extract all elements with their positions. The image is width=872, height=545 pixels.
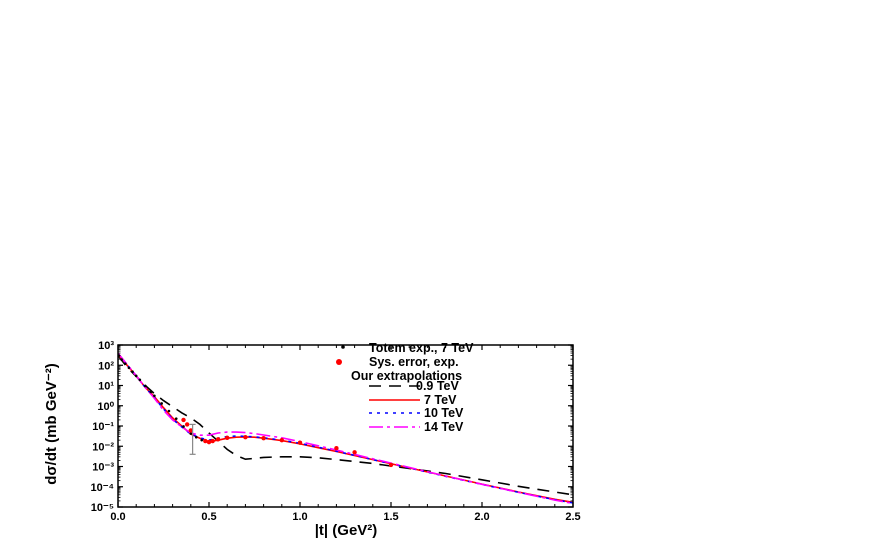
totem-data-point: [160, 402, 163, 405]
sys-error-point: [206, 439, 212, 445]
sys-error-point: [225, 435, 230, 441]
y-tick-label: 10²: [98, 360, 114, 372]
sys-error-point: [215, 437, 221, 442]
series-line-10-tev: [118, 353, 573, 504]
y-tick-label: 10⁻⁴: [91, 482, 114, 494]
totem-data-point: [194, 435, 198, 439]
totem-data-point: [167, 409, 171, 413]
totem-data-point: [174, 417, 178, 420]
x-tick-label: 0.0: [110, 511, 125, 523]
legend-label-14-tev: 14 TeV: [424, 420, 464, 434]
totem-data-point: [120, 358, 123, 361]
totem-data-point: [200, 438, 204, 442]
sys-error-point: [184, 422, 190, 427]
legend-label-totem: Totem exp., 7 TeV: [369, 341, 474, 355]
y-axis-title: dσ/dt (mb GeV⁻²): [43, 363, 60, 485]
axes: 0.0 0.5 1.0 1.5 2.0 2.5 10³ 10² 10¹ 10⁰ 10⁻¹ 10⁻² 10…: [91, 340, 581, 523]
sys-error-point: [203, 438, 208, 444]
legend-label-10-tev: 10 TeV: [424, 406, 464, 420]
y-tick-label: 10⁻¹: [92, 421, 114, 433]
legend-marker-totem: [341, 345, 345, 349]
totem-data-point: [134, 374, 138, 378]
totem-data-point: [138, 378, 142, 382]
legend-label-0.9-tev: 0.9 TeV: [416, 379, 460, 393]
sys-error-point: [352, 450, 357, 455]
sys-error-point: [279, 437, 284, 443]
totem-data-point: [149, 390, 153, 394]
totem-data-point: [182, 425, 185, 428]
y-tick-label: 10⁻²: [92, 441, 114, 453]
sys-error-point: [210, 438, 215, 444]
y-tick-label: 10⁻³: [92, 462, 114, 474]
y-tick-label: 10⁰: [97, 401, 114, 413]
x-tick-label: 2.0: [474, 511, 489, 523]
totem-data-point: [123, 362, 127, 365]
totem-data-point: [189, 432, 193, 435]
x-axis-title: |t| (GeV²): [315, 522, 378, 539]
sys-error-point: [388, 462, 394, 468]
y-tick-label: 10⁻⁵: [91, 502, 114, 514]
y-tick-label: 10¹: [98, 381, 114, 393]
sys-error-point: [243, 434, 248, 440]
legend-label-sys-error: Sys. error, exp.: [369, 355, 459, 369]
sys-error-point: [334, 446, 339, 451]
series-line-14-tev: [118, 352, 573, 505]
totem-data-point: [127, 366, 131, 370]
plot-area: [118, 352, 573, 505]
sys-error-point: [181, 417, 186, 423]
totem-data-point: [153, 394, 156, 398]
x-tick-label: 0.5: [201, 511, 216, 523]
series-line-7-tev: [118, 353, 573, 504]
x-tick-label: 1.5: [383, 511, 398, 523]
sys-error-point: [297, 440, 303, 445]
x-tick-label: 2.5: [565, 511, 580, 523]
x-tick-label: 1.0: [292, 511, 307, 523]
totem-data-point: [144, 384, 147, 388]
y-tick-label: 10³: [98, 340, 114, 352]
legend-label-7-tev: 7 TeV: [424, 393, 457, 407]
legend-heading: Our extrapolations: [351, 369, 462, 383]
totem-data-point: [131, 370, 134, 374]
sys-error-point: [188, 428, 193, 433]
legend-marker-sys-error: [336, 359, 342, 365]
sys-error-point: [261, 435, 266, 441]
